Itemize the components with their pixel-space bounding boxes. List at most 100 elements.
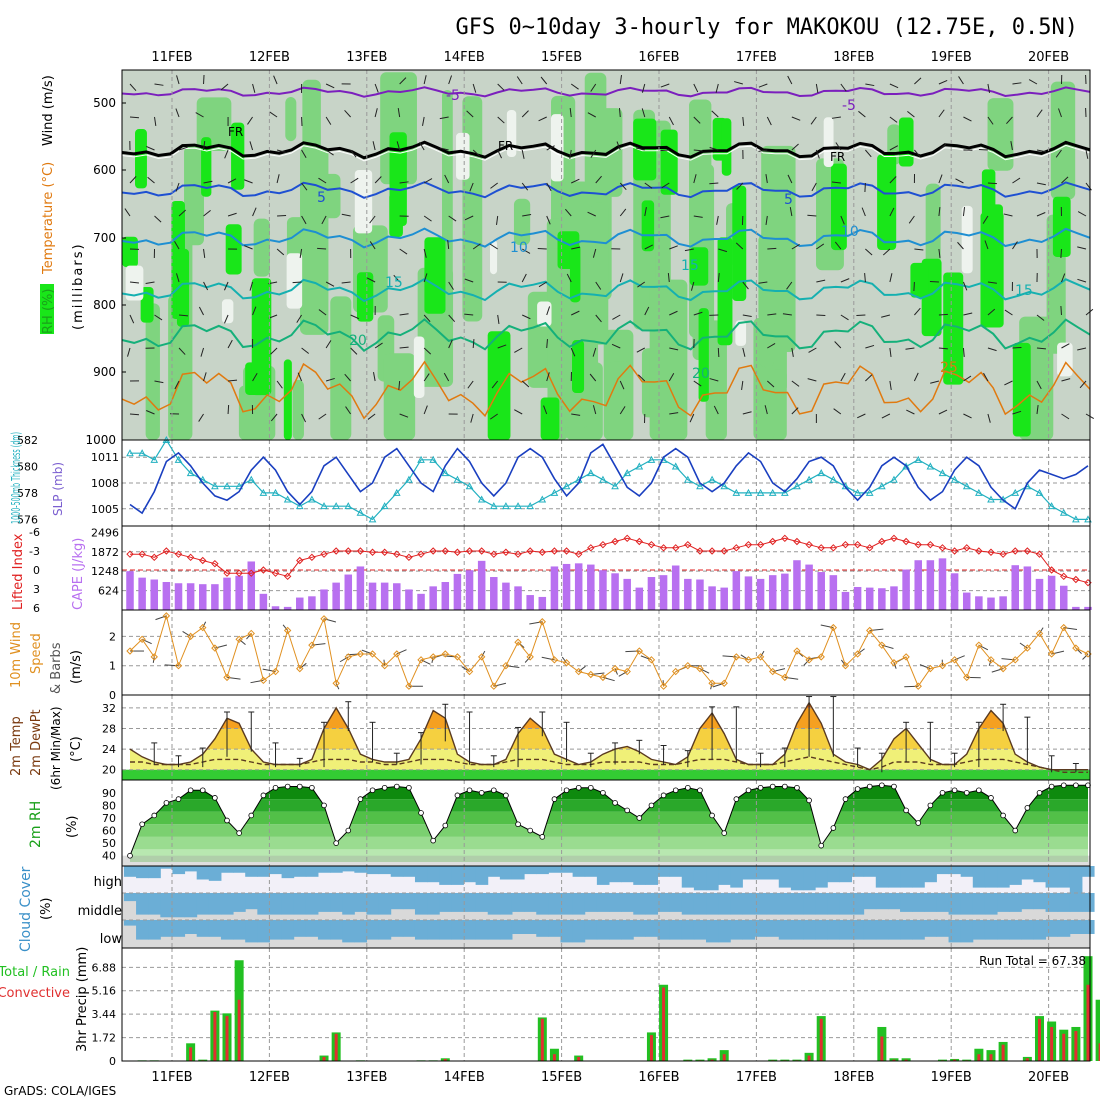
cloud-cell	[803, 920, 816, 940]
upper-ylabel-temp: Temperature (°C)	[41, 162, 56, 275]
cape-bar	[623, 578, 631, 610]
rh-high-patch	[1012, 342, 1031, 437]
cloud-cell	[669, 893, 683, 912]
wind-barb	[742, 411, 752, 415]
wind-speed-marker	[332, 679, 340, 687]
wind-barb	[147, 176, 155, 184]
wind-barb	[1077, 278, 1087, 283]
wind-barb	[1036, 314, 1045, 321]
rh-marker	[721, 830, 728, 836]
cape-bar	[684, 578, 692, 610]
wind-speed-marker	[756, 653, 765, 661]
isotherm-labels: -5 -5 FR FR FR 5 5 10 10 15 15 15 20 20 …	[228, 88, 1033, 382]
thickness-marker	[126, 449, 134, 457]
cloud-cell	[293, 920, 307, 937]
rh-marker	[527, 827, 533, 834]
wind-speed-marker	[126, 647, 134, 655]
cloud-cell	[257, 920, 270, 943]
rh-legend-swatch	[40, 284, 54, 334]
cloud-cell	[1033, 920, 1047, 940]
li-marker	[671, 544, 680, 552]
wind-barb	[1004, 380, 1013, 386]
li-marker	[611, 537, 619, 546]
rh-mid-patch	[330, 296, 352, 440]
rh-high-patch	[698, 308, 709, 402]
wind-barb	[569, 108, 572, 118]
cloud-cell	[657, 893, 671, 912]
wind-barb	[318, 177, 327, 184]
wind-barb	[296, 314, 303, 323]
thickness-marker	[890, 475, 898, 483]
wind-barb	[423, 178, 433, 184]
wind-barb	[641, 83, 646, 93]
rh2m-fill	[122, 785, 1090, 866]
cloud-cell	[754, 893, 768, 915]
cape-bar	[781, 573, 789, 610]
wind-barb	[881, 413, 891, 419]
wind-speed-marker	[283, 626, 292, 635]
precip-conv-bar	[989, 1054, 993, 1061]
cloud-cell	[815, 893, 828, 915]
cloud-cell	[439, 893, 452, 912]
rh-marker	[563, 787, 570, 794]
wind10m-barb	[760, 650, 765, 658]
li-marker	[150, 553, 158, 562]
wind-barb	[497, 314, 500, 324]
wind-barb	[667, 272, 670, 283]
wind-barb	[766, 380, 775, 388]
wind-barb	[689, 413, 695, 423]
wind-barb	[522, 213, 532, 217]
cape-bar	[793, 560, 801, 610]
wind-barb	[816, 279, 826, 283]
rh-band	[137, 824, 1088, 837]
cape-bar	[1023, 566, 1032, 610]
wind-barb	[227, 212, 237, 217]
wind-barb	[1004, 309, 1013, 316]
li-marker	[417, 550, 425, 558]
cloud-cell	[1033, 893, 1047, 910]
rh-mid-patch	[383, 353, 416, 440]
rh-marker	[1073, 782, 1079, 789]
wind-speed-marker	[769, 667, 777, 676]
wind-speed-marker	[405, 682, 413, 690]
cloud-cell	[997, 920, 1010, 940]
cloud-cell	[148, 920, 161, 940]
wind-barb	[472, 83, 477, 93]
wind-barb	[742, 116, 745, 127]
rh-band	[130, 849, 1088, 863]
cloud-cell	[1045, 866, 1059, 888]
cloud-cell	[706, 866, 719, 891]
cloud-cell	[681, 866, 695, 888]
wind-speed-marker	[744, 656, 753, 664]
rh-mid-patch	[608, 361, 631, 440]
cape-tick-label: 1872	[91, 546, 119, 559]
li-marker	[368, 548, 377, 556]
wind-barb	[1061, 413, 1070, 420]
cloud-cell	[317, 866, 331, 873]
wind-barb	[270, 347, 278, 355]
cloud-cell	[730, 866, 743, 888]
bottom-date-label: 17FEB	[736, 1070, 777, 1085]
rh-marker	[588, 784, 594, 791]
cloud-cell	[536, 893, 549, 915]
wind-barb	[709, 147, 719, 151]
cape-bar	[756, 578, 765, 610]
wind-barb	[619, 208, 627, 217]
cape-bar	[308, 596, 316, 610]
cloud-cell	[754, 866, 768, 880]
wind-barb	[1036, 212, 1046, 217]
cloud-cell	[621, 920, 634, 940]
slp-ticks: 582 580 578 576 1011 1008 1005	[17, 434, 119, 526]
cloud-cell	[402, 920, 416, 937]
wind-barb	[538, 281, 547, 288]
wind10m-barbs	[130, 615, 1089, 690]
wind-barb	[538, 116, 547, 122]
wind-speed-marker	[878, 641, 886, 649]
cloud-cell	[851, 920, 865, 940]
wind-barb	[619, 75, 622, 85]
rh-marker	[927, 802, 934, 809]
cloud-cell	[463, 866, 477, 883]
temp-tick-label: 24	[102, 743, 116, 756]
wind-speed-marker	[853, 650, 862, 658]
li-marker	[562, 547, 571, 555]
